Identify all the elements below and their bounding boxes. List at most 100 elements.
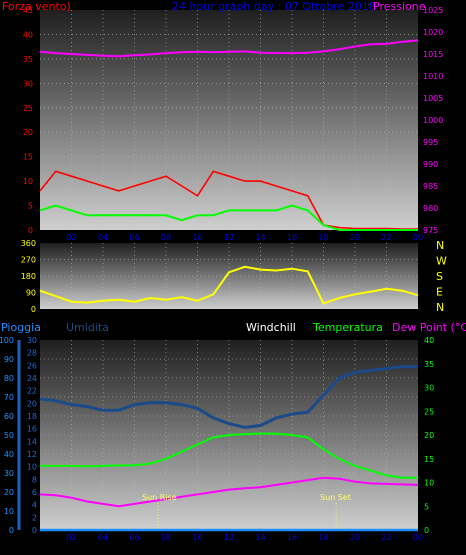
temperature-line	[40, 432, 418, 479]
humidity-tick-label: 80	[4, 374, 14, 383]
wind-x-tick: 14	[255, 233, 265, 242]
climate-x-tick: 08	[161, 533, 171, 542]
humidity-tick-label: 10	[4, 507, 14, 516]
temperature-tick-label: 20	[424, 431, 434, 440]
wind-x-tick: 04	[98, 233, 108, 242]
temperature-tick-label: 5	[424, 502, 429, 511]
rain-tick-label: 30	[27, 336, 37, 345]
temperature-tick-label: 15	[424, 455, 434, 464]
rain-tick-label: 16	[27, 425, 37, 434]
rain-tick-label: 12	[27, 450, 37, 459]
wind-tick-label: 5	[28, 202, 33, 211]
rain-tick-label: 2	[32, 513, 37, 522]
rain-tick-label: 22	[27, 387, 37, 396]
temperature-tick-label: 35	[424, 360, 434, 369]
wind-x-tick: 16	[287, 233, 297, 242]
wind-x-tick: 20	[350, 233, 360, 242]
wind-tick-label: 0	[28, 226, 33, 235]
temperature-tick-label: 0	[424, 526, 429, 535]
pressure-tick-label: 1000	[423, 116, 443, 125]
pressure-tick-label: 1025	[423, 6, 443, 15]
humidity-tick-label: 70	[4, 393, 14, 402]
climate-x-tick: 12	[224, 533, 234, 542]
direction-tick-label: 0	[31, 305, 36, 314]
climate-x-tick: 04	[98, 533, 108, 542]
climate-x-tick: 18	[318, 533, 328, 542]
climate-x-tick: 06	[129, 533, 139, 542]
graph-date-title: 24 hour graph day : 07 Ottobre 2018	[172, 0, 376, 13]
direction-tick-label: 270	[21, 256, 36, 265]
wind-speed-line	[39, 170, 418, 230]
pressure-tick-label: 1005	[423, 94, 443, 103]
rain-tick-label: 8	[32, 475, 37, 484]
rain-tick-label: 28	[27, 349, 37, 358]
rain-tick-label: 20	[27, 399, 37, 408]
wind-tick-label: 10	[23, 177, 33, 186]
wind-x-tick: 18	[318, 233, 328, 242]
direction-tick-label: 360	[21, 239, 36, 248]
temperature-tick-label: 40	[424, 336, 434, 345]
compass-letter: N	[436, 301, 444, 314]
wind-x-tick: 06	[129, 233, 139, 242]
wind-tick-label: 30	[23, 79, 33, 88]
direction-tick-label: 180	[21, 272, 36, 281]
humidity-axis-title: Umidita	[66, 321, 109, 334]
humidity-tick-label: 90	[4, 355, 14, 364]
climate-x-tick: 00	[413, 533, 423, 542]
pressure-axis-title: Pressione	[373, 0, 426, 13]
wind-tick-label: 35	[23, 55, 33, 64]
wind-direction-line	[39, 265, 419, 305]
pressure-tick-label: 1010	[423, 72, 443, 81]
wind-panel-bg	[40, 10, 418, 230]
climate-x-tick: 14	[255, 533, 265, 542]
wind-axis-title: Forza vento)	[2, 0, 71, 13]
pressure-tick-label: 985	[423, 182, 438, 191]
humidity-tick-label: 20	[4, 488, 14, 497]
direction-tick-label: 90	[26, 289, 36, 298]
wind-x-tick: 12	[224, 233, 234, 242]
climate-x-tick: 10	[192, 533, 202, 542]
rain-axis-title: Pioggia	[1, 321, 41, 334]
rain-tick-label: 4	[32, 501, 37, 510]
temperature-tick-label: 10	[424, 479, 434, 488]
humidity-line	[39, 365, 418, 429]
pressure-tick-label: 980	[423, 204, 438, 213]
humidity-tick-label: 30	[4, 469, 14, 478]
rain-tick-label: 14	[27, 437, 37, 446]
compass-letter: W	[436, 255, 447, 268]
pressure-tick-label: 1020	[423, 28, 443, 37]
wind-x-tick: 00	[413, 233, 423, 242]
humidity-tick-label: 50	[4, 431, 14, 440]
rain-tick-label: 18	[27, 412, 37, 421]
wind-gust-line	[39, 204, 418, 231]
pressure-tick-label: 975	[423, 226, 438, 235]
rain-tick-label: 26	[27, 361, 37, 370]
rain-tick-label: 10	[27, 463, 37, 472]
wind-tick-label: 25	[23, 104, 33, 113]
pressure-line	[39, 39, 419, 58]
wind-x-tick: 22	[381, 233, 391, 242]
wind-x-tick: 02	[66, 233, 76, 242]
humidity-tick-label: 100	[0, 336, 14, 345]
sun-rise-label: Sun Rise	[142, 493, 177, 502]
compass-letter: N	[436, 239, 444, 252]
dewpoint-line	[39, 476, 419, 508]
rain-tick-label: 24	[27, 374, 37, 383]
climate-x-tick: 02	[66, 533, 76, 542]
temperature-legend: Temperatura	[312, 321, 383, 334]
pressure-tick-label: 995	[423, 138, 438, 147]
pressure-tick-label: 990	[423, 160, 438, 169]
wind-x-tick: 08	[161, 233, 171, 242]
climate-x-tick: 16	[287, 533, 297, 542]
compass-letter: S	[436, 270, 443, 283]
temperature-tick-label: 25	[424, 407, 434, 416]
humidity-tick-label: 0	[9, 526, 14, 535]
climate-x-tick: 20	[350, 533, 360, 542]
windchill-legend: Windchill	[246, 321, 296, 334]
compass-letter: E	[436, 286, 443, 299]
wind-tick-label: 40	[23, 30, 33, 39]
pressure-tick-label: 1015	[423, 50, 443, 59]
wind-tick-label: 20	[23, 128, 33, 137]
rain-tick-label: 6	[32, 488, 37, 497]
wind-tick-label: 45	[23, 6, 33, 15]
